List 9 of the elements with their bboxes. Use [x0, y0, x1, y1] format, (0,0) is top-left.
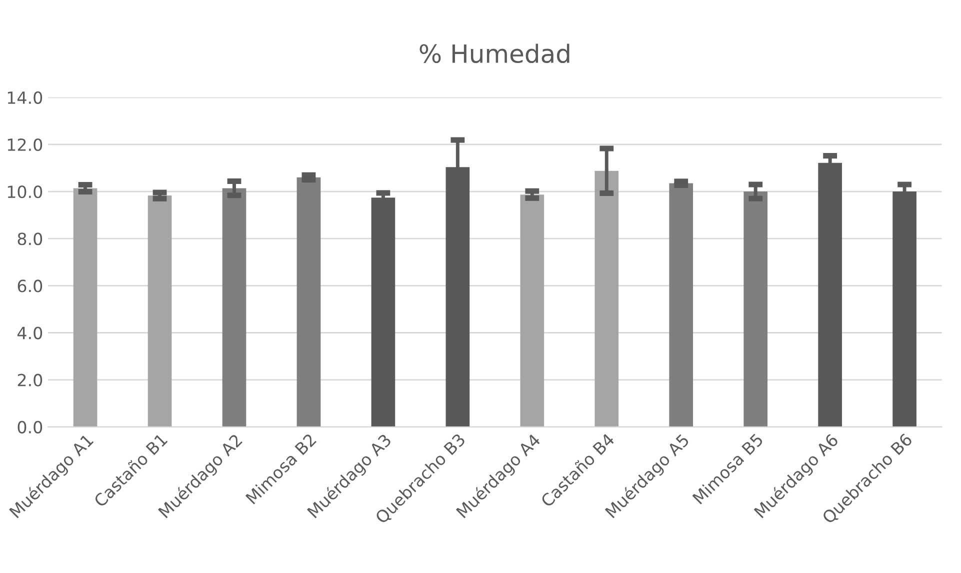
y-tick-label: 0.0: [18, 420, 42, 434]
chart-title: % Humedad: [420, 44, 570, 64]
y-tick-label: 2.0: [18, 374, 42, 386]
y-tick-label: 14.0: [8, 91, 42, 104]
y-tick-label: 8.0: [18, 232, 42, 246]
y-tick-label: 4.0: [18, 326, 42, 340]
y-tick-label: 10.0: [8, 186, 42, 198]
y-tick-label: 6.0: [18, 280, 42, 292]
y-tick-label: 12.0: [8, 138, 42, 152]
